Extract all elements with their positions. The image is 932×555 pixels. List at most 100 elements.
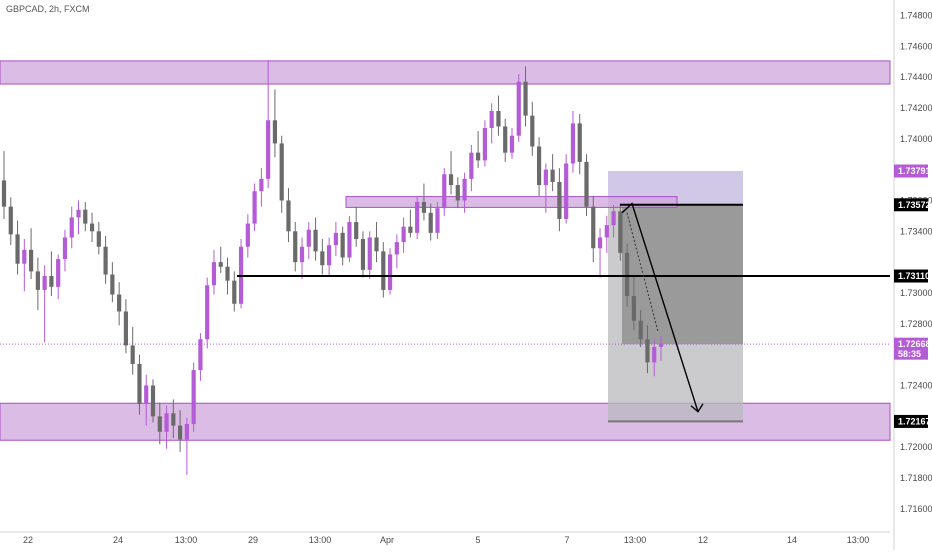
candle-body (456, 185, 460, 200)
candle (239, 239, 243, 308)
candle-body (564, 163, 568, 219)
candle-body (544, 170, 548, 185)
candle-body (584, 162, 588, 207)
x-tick-label: Apr (380, 535, 394, 545)
x-tick-label: 5 (475, 535, 480, 545)
candle-body (246, 224, 250, 247)
candle (415, 196, 419, 239)
candle-body (625, 253, 629, 296)
candle-body (476, 153, 480, 161)
candle-body (611, 211, 615, 225)
candle-body (571, 123, 575, 163)
candle-body (253, 191, 257, 223)
level-tag-text: 1.73572 (898, 200, 931, 210)
demand-zone (0, 403, 890, 440)
candle-body (591, 207, 595, 249)
candle-body (185, 424, 189, 439)
candle-body (551, 170, 555, 182)
candle-body (374, 237, 378, 251)
candle-body (415, 202, 419, 233)
candle-body (266, 120, 270, 179)
y-tick-label: 1.73400 (900, 226, 932, 236)
candle-body (22, 250, 26, 264)
candle-body (652, 347, 656, 362)
candle-body (43, 276, 47, 290)
candle-body (307, 230, 311, 247)
candle-body (56, 259, 60, 287)
candle-body (110, 274, 114, 294)
x-tick-label: 7 (564, 535, 569, 545)
candle-body (2, 180, 6, 206)
candle-body (645, 339, 649, 362)
candle-body (205, 285, 209, 339)
y-tick-label: 1.74200 (900, 103, 932, 113)
y-tick-label: 1.73000 (900, 288, 932, 298)
candle-body (388, 254, 392, 289)
candle-body (212, 262, 216, 285)
candle-body (659, 344, 663, 347)
symbol-label: GBPCAD, 2h, FXCM (6, 4, 90, 14)
candle-body (9, 207, 13, 235)
y-tick-label: 1.72800 (900, 319, 932, 329)
candle-body (293, 231, 297, 262)
current-price-tag-countdown: 58:35 (898, 349, 921, 359)
y-tick-label: 1.72400 (900, 381, 932, 391)
candle-body (158, 416, 162, 431)
candle (564, 154, 568, 223)
candle-body (381, 251, 385, 290)
candle-body (117, 295, 121, 312)
x-tick-label: 13:00 (847, 535, 870, 545)
candle-body (408, 227, 412, 233)
candle-body (605, 225, 609, 237)
candle-body (49, 276, 53, 287)
y-tick-label: 1.71800 (900, 473, 932, 483)
x-tick-label: 22 (23, 535, 33, 545)
candle-body (496, 111, 500, 126)
candle (388, 248, 392, 294)
candle-body (361, 239, 365, 270)
candle-body (402, 227, 406, 242)
supply-zone (0, 61, 890, 84)
candle-body (632, 296, 636, 321)
candle-body (192, 370, 196, 424)
candle-body (90, 224, 94, 232)
candle-body (219, 262, 223, 267)
candle-body (578, 123, 582, 162)
candle-body (97, 231, 101, 246)
candle-body (273, 120, 277, 143)
candle-body (144, 386, 148, 405)
candle-body (530, 116, 534, 147)
candle-body (151, 386, 155, 417)
candle-body (286, 200, 290, 231)
y-tick-label: 1.71600 (900, 504, 932, 514)
candle-body (469, 153, 473, 179)
candle-body (523, 82, 527, 116)
candle (347, 216, 351, 262)
x-tick-label: 13:00 (624, 535, 647, 545)
y-tick-label: 1.74800 (900, 10, 932, 20)
candle-body (462, 179, 466, 201)
candle-body (259, 179, 263, 191)
candle-body (327, 245, 331, 265)
candle-body (537, 146, 541, 185)
candle-body (300, 247, 304, 262)
current-price-tag-text: 1.72668 (898, 339, 931, 349)
candle-body (517, 82, 521, 136)
candle-body (198, 339, 202, 370)
candle-body (320, 251, 324, 265)
target-price-tag-text: 1.72167 (898, 416, 931, 426)
candle-body (368, 237, 372, 269)
candle-body (15, 234, 19, 263)
candle-body (435, 208, 439, 233)
candle-body (483, 128, 487, 160)
candle-body (36, 271, 40, 290)
candle-body (618, 211, 622, 253)
candle-body (334, 233, 338, 245)
candle-body (598, 237, 602, 248)
y-tick-label: 1.74400 (900, 72, 932, 82)
candle-body (490, 111, 494, 128)
candle-body (76, 210, 80, 218)
candle (584, 154, 588, 216)
